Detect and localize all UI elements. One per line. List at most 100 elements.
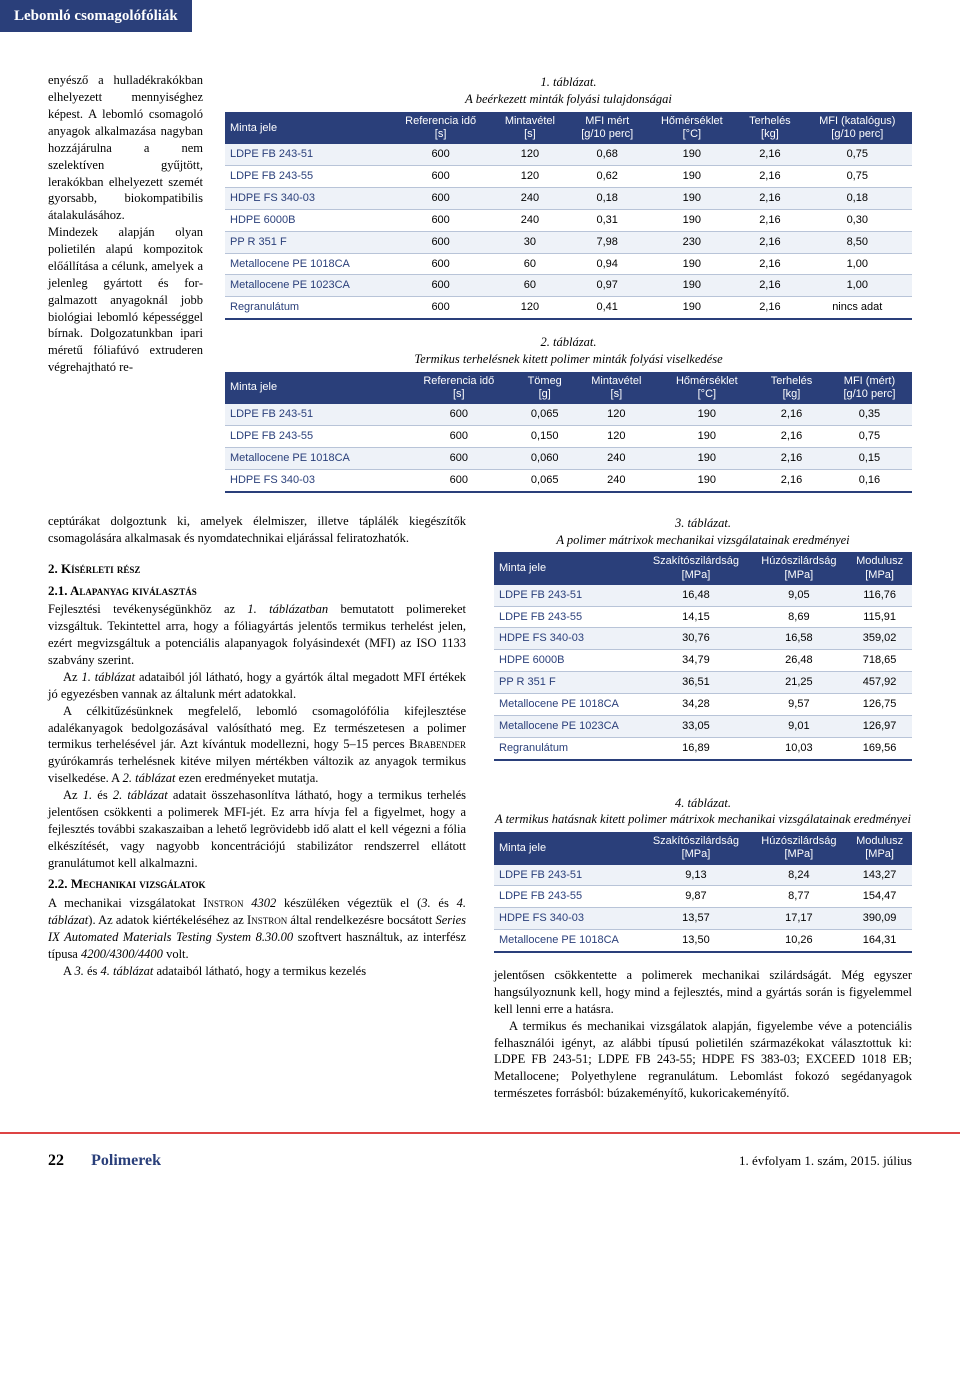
column-header: Mintavétel[s] [575, 372, 658, 404]
table-row: LDPE FB 243-5116,489,05116,76 [494, 585, 912, 606]
table-row: LDPE FB 243-516001200,681902,160,75 [225, 144, 912, 165]
table-cell: 190 [658, 447, 756, 469]
table-row: Metallocene PE 1023CA600600,971902,161,0… [225, 275, 912, 297]
t: és [92, 788, 113, 802]
table-cell: 359,02 [847, 628, 912, 650]
table-cell: LDPE FB 243-51 [225, 144, 389, 165]
table-cell: 120 [492, 166, 568, 188]
table-cell: 16,58 [751, 628, 848, 650]
table3-caption: 3. táblázat. A polimer mátrixok mechanik… [494, 515, 912, 549]
column-header: Tömeg[g] [514, 372, 575, 404]
table-row: LDPE FB 243-516000,0651201902,160,35 [225, 404, 912, 425]
table1-caption-text: A beérkezett minták folyási tulajdonsága… [465, 92, 672, 106]
table-row: PP R 351 F36,5121,25457,92 [494, 672, 912, 694]
table-cell: 2,16 [737, 231, 802, 253]
column-header: Minta jele [494, 832, 641, 864]
table3-caption-text: A polimer mátrixok mechanikai vizsgálata… [556, 533, 849, 547]
table-cell: 190 [658, 469, 756, 491]
table-cell: nincs adat [803, 297, 912, 319]
table-cell: 240 [575, 447, 658, 469]
ref-table1: 1. táblázatban [247, 602, 328, 616]
t: és [431, 896, 457, 910]
table-row: Metallocene PE 1018CA6000,0602401902,160… [225, 447, 912, 469]
table4-caption: 4. táblázat. A termikus hatásnak kitett … [494, 795, 912, 829]
table4-caption-num: 4. táblázat. [675, 796, 731, 810]
table2-caption-num: 2. táblázat. [541, 335, 597, 349]
table-cell: 1,00 [803, 275, 912, 297]
table-cell: 600 [403, 447, 514, 469]
table1-caption-num: 1. táblázat. [541, 75, 597, 89]
table-cell: 13,57 [641, 908, 750, 930]
table-cell: 9,57 [751, 693, 848, 715]
table-cell: 600 [389, 275, 491, 297]
table-cell: 2,16 [737, 275, 802, 297]
column-header: Terhelés[kg] [737, 112, 802, 144]
issue-info: 1. évfolyam 1. szám, 2015. július [739, 1152, 912, 1170]
t: A mechanikai vizsgálatokat [48, 896, 203, 910]
t: A [63, 964, 74, 978]
table4-caption-text: A termikus hatásnak kitett polimer mátri… [495, 812, 911, 826]
table-cell: Metallocene PE 1018CA [494, 930, 641, 952]
table1: Minta jeleReferencia idő[s]Mintavétel[s]… [225, 112, 912, 320]
table-row: Metallocene PE 1018CA34,289,57126,75 [494, 693, 912, 715]
para-2-2-a: A mechanikai vizsgálatokat Instron 4302 … [48, 895, 466, 963]
table-cell: 190 [646, 166, 737, 188]
table-cell: 30 [492, 231, 568, 253]
table-cell: 2,16 [737, 166, 802, 188]
t: által rendelkezésre bocsátott [287, 913, 435, 927]
t: 2. táblázat [113, 788, 168, 802]
table-cell: 33,05 [641, 715, 750, 737]
table-row: LDPE FB 243-556001200,621902,160,75 [225, 166, 912, 188]
t: Instron [247, 913, 287, 927]
column-header: MFI mért[g/10 perc] [568, 112, 646, 144]
table-cell: HDPE 6000B [494, 650, 641, 672]
right-column: 3. táblázat. A polimer mátrixok mechanik… [494, 513, 912, 1102]
table-cell: 143,27 [847, 865, 912, 886]
para-2-1-a: Fejlesztési tevékenységünkhöz az 1. tábl… [48, 601, 466, 669]
t: 3. [421, 896, 430, 910]
table-cell: 154,47 [847, 886, 912, 908]
column-header: Húzószilárdság[MPa] [751, 552, 848, 584]
table-cell: 0,62 [568, 166, 646, 188]
table-cell: 120 [492, 144, 568, 165]
table-cell: 190 [646, 253, 737, 275]
left-column: ceptúrákat dolgoztunk ki, amelyek élelmi… [48, 513, 466, 1102]
table-cell: 0,065 [514, 404, 575, 425]
tables-column: 1. táblázat. A beérkezett minták folyási… [225, 72, 912, 506]
para-2-1-b: Az 1. táblázat adataiból jól látható, ho… [48, 669, 466, 703]
table-cell: 36,51 [641, 672, 750, 694]
column-header: Modulusz[MPa] [847, 552, 912, 584]
table-cell: 9,87 [641, 886, 750, 908]
table-cell: 190 [646, 144, 737, 165]
table-cell: LDPE FB 243-55 [494, 606, 641, 628]
brabender: Brabender [409, 737, 466, 751]
t: Fejlesztési tevékenységünkhöz az [48, 602, 247, 616]
table-cell: 2,16 [756, 404, 827, 425]
table-cell: 34,79 [641, 650, 750, 672]
table-cell: 2,16 [737, 144, 802, 165]
table-cell: 190 [646, 188, 737, 210]
table-cell: Regranulátum [494, 737, 641, 759]
table-cell: 126,75 [847, 693, 912, 715]
table-cell: 600 [389, 209, 491, 231]
table-row: HDPE FS 340-036002400,181902,160,18 [225, 188, 912, 210]
table3-caption-num: 3. táblázat. [675, 516, 731, 530]
table2-caption-text: Termikus terhelésnek kitett polimer mint… [414, 352, 722, 366]
table-cell: LDPE FB 243-55 [225, 166, 389, 188]
table-cell: Metallocene PE 1018CA [225, 447, 403, 469]
table-row: HDPE FS 340-036000,0652401902,160,16 [225, 469, 912, 491]
table-cell: 9,05 [751, 585, 848, 606]
page-number: 22 [48, 1152, 64, 1169]
table-cell: 600 [389, 231, 491, 253]
t: 4. táblázat [101, 964, 154, 978]
section-2-heading: 2. Kísérleti rész [48, 560, 466, 578]
section-banner: Lebomló csomagolófóliák [0, 0, 192, 32]
ref-table1b: 1. táblázat [81, 670, 135, 684]
table-cell: 600 [403, 426, 514, 448]
table-cell: 0,35 [827, 404, 912, 425]
table-cell: 169,56 [847, 737, 912, 759]
table-cell: 390,09 [847, 908, 912, 930]
t: Az [63, 788, 83, 802]
column-header: Húzószilárdság[MPa] [751, 832, 848, 864]
table-cell: 30,76 [641, 628, 750, 650]
